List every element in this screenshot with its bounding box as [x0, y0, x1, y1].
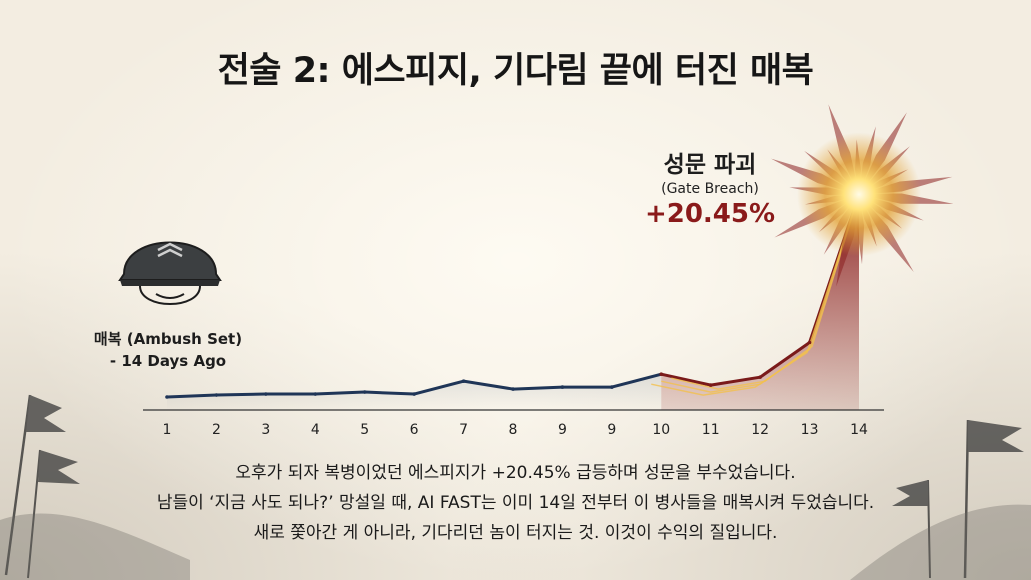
area-surge [661, 194, 859, 410]
x-tick-label: 9 [607, 422, 616, 438]
data-point [610, 385, 614, 389]
tick-layer: 1 2 3 4 5 6 7 8 9 9 10 11 12 13 14 [163, 422, 868, 438]
data-point [313, 392, 318, 396]
soldier-helmet-icon [118, 241, 222, 305]
x-tick-label: 9 [558, 422, 567, 438]
x-tick-label: 14 [850, 422, 868, 438]
data-point [511, 387, 515, 391]
x-tick-label: 2 [212, 422, 221, 438]
data-point [214, 393, 219, 397]
breach-annotation: 성문 파괴 (Gate Breach) +20.45% [640, 145, 780, 229]
x-tick-label: 7 [459, 422, 468, 438]
x-tick-label: 5 [360, 422, 369, 438]
battle-flag-left-icon [4, 394, 80, 579]
area-calm [167, 374, 662, 410]
x-tick-label: 3 [261, 422, 270, 438]
x-tick-label: 11 [702, 422, 720, 438]
data-point [165, 395, 169, 399]
x-tick-label: 13 [801, 422, 819, 438]
breach-label: 성문 파괴 [663, 152, 757, 178]
caption-line-3: 새로 쫓아간 게 아니라, 기다리던 놈이 터지는 것. 이것이 수익의 질입니… [253, 523, 778, 543]
ground-shade-right [850, 504, 1031, 580]
ambush-sub: - 14 Days Ago [109, 352, 227, 370]
breach-english: (Gate Breach) [661, 181, 759, 197]
ambush-label: 매복 (Ambush Set) [93, 330, 243, 348]
data-point [412, 392, 416, 396]
ground-shade-left [0, 513, 190, 580]
x-tick-label: 4 [311, 422, 320, 438]
x-tick-label: 6 [410, 422, 419, 438]
data-point [560, 385, 565, 389]
area-layer [167, 194, 859, 410]
caption-line-2: 남들이 ‘지금 사도 되나?’ 망설일 때, AI FAST는 이미 14일 전… [156, 493, 875, 513]
caption: 오후가 되자 복병이었던 에스피지가 +20.45% 급등하며 성문을 부수었습… [0, 458, 1031, 548]
caption-line-1: 오후가 되자 복병이었던 에스피지가 +20.45% 급등하며 성문을 부수었습… [235, 463, 796, 483]
data-point [758, 375, 762, 379]
data-point [659, 372, 664, 377]
line-layer [165, 192, 861, 399]
breach-value: +20.45% [644, 199, 776, 229]
x-tick-label: 1 [163, 422, 172, 438]
ambush-annotation: 매복 (Ambush Set) - 14 Days Ago [88, 328, 248, 372]
x-tick-label: 12 [751, 422, 769, 438]
x-tick-label: 8 [509, 422, 518, 438]
battle-flag-right-icon [892, 419, 1024, 579]
burst-glow [797, 132, 921, 257]
explosion-burst [770, 104, 954, 287]
data-point [708, 383, 713, 387]
data-point [362, 390, 367, 394]
data-point [807, 340, 812, 345]
page-title: 전술 2: 에스피지, 기다림 끝에 터진 매복 [217, 51, 814, 91]
surge-spark-streak [651, 194, 860, 396]
x-tick-label: 10 [652, 422, 670, 438]
data-point [264, 392, 268, 396]
data-point [461, 379, 466, 383]
